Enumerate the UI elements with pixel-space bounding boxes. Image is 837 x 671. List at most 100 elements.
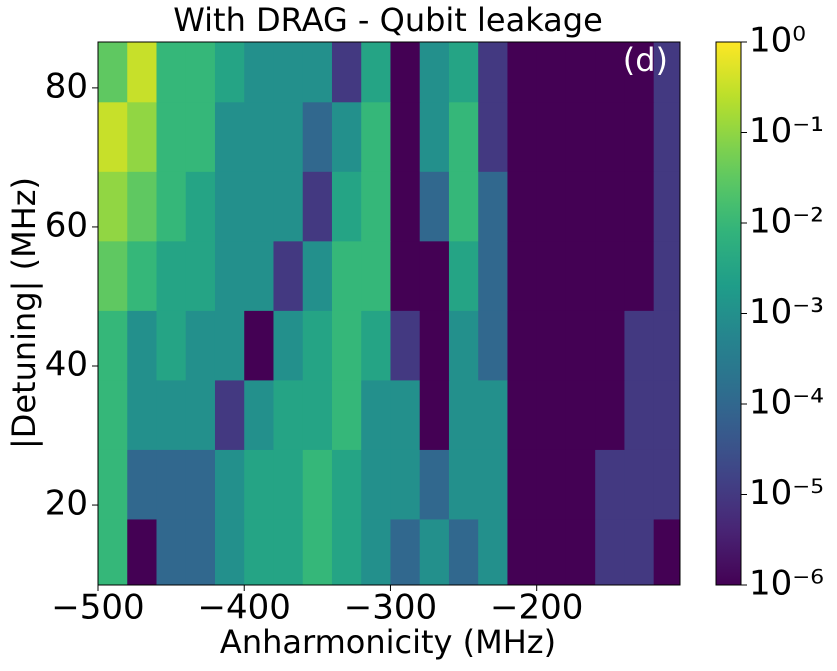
heatmap-cell bbox=[302, 101, 333, 172]
heatmap-cell bbox=[478, 379, 508, 450]
heatmap-cell bbox=[448, 518, 479, 586]
heatmap-cell bbox=[507, 449, 538, 520]
heatmap-cell bbox=[273, 171, 304, 242]
heatmap-cell bbox=[653, 449, 681, 520]
heatmap-cell bbox=[273, 379, 304, 450]
heatmap-cell bbox=[624, 101, 655, 172]
heatmap-cell bbox=[478, 310, 508, 381]
heatmap-cell bbox=[361, 310, 391, 381]
heatmap-cell bbox=[156, 518, 187, 586]
heatmap-cell bbox=[653, 171, 681, 242]
heatmap-cell bbox=[390, 518, 421, 586]
heatmap-cell bbox=[390, 449, 421, 520]
heatmap-cell bbox=[127, 379, 157, 450]
heatmap-cell bbox=[448, 379, 479, 450]
heatmap-cell bbox=[565, 379, 596, 450]
heatmap-cell bbox=[361, 379, 391, 450]
heatmap-cell bbox=[244, 379, 274, 450]
heatmap-cell bbox=[98, 518, 128, 586]
heatmap-cell bbox=[302, 449, 333, 520]
heatmap-cell bbox=[478, 42, 508, 103]
heatmap-cell bbox=[536, 379, 567, 450]
heatmap-cell bbox=[595, 518, 625, 586]
heatmap-cell bbox=[448, 310, 479, 381]
heatmap-cell bbox=[302, 310, 333, 381]
heatmap-cell bbox=[273, 449, 304, 520]
heatmap-cell bbox=[98, 240, 128, 311]
heatmap-cell bbox=[98, 379, 128, 450]
x-tick-label: −500 bbox=[51, 588, 144, 628]
y-tick-label: 80 bbox=[45, 66, 88, 106]
heatmap-cell bbox=[244, 171, 274, 242]
colorbar-tick-label: 10⁻⁴ bbox=[749, 383, 824, 423]
heatmap-cell bbox=[478, 518, 508, 586]
heatmap-cell bbox=[156, 240, 187, 311]
heatmap-cell bbox=[595, 240, 625, 311]
heatmap-cell bbox=[390, 240, 421, 311]
heatmap-cell bbox=[419, 171, 450, 242]
heatmap-cell bbox=[214, 171, 245, 242]
heatmap-cell bbox=[536, 518, 567, 586]
heatmap-cell bbox=[448, 101, 479, 172]
heatmap-cell bbox=[98, 101, 128, 172]
heatmap-cell bbox=[156, 449, 187, 520]
heatmap-cell bbox=[361, 240, 391, 311]
heatmap-cell bbox=[185, 518, 216, 586]
colorbar-tick-label: 10⁻⁶ bbox=[749, 564, 824, 604]
heatmap-cell bbox=[156, 171, 187, 242]
heatmap-cell bbox=[156, 310, 187, 381]
heatmap-cell bbox=[127, 240, 157, 311]
heatmap-cell bbox=[419, 449, 450, 520]
y-tick-label: 40 bbox=[45, 344, 88, 384]
plot-frame bbox=[97, 41, 681, 586]
heatmap-cell bbox=[565, 310, 596, 381]
heatmap-cell bbox=[127, 310, 157, 381]
heatmap-cell bbox=[273, 518, 304, 586]
heatmap-cell bbox=[448, 240, 479, 311]
x-tick-label: −200 bbox=[490, 588, 583, 628]
heatmap-cell bbox=[185, 101, 216, 172]
heatmap-cell bbox=[536, 101, 567, 172]
heatmap-cell bbox=[536, 310, 567, 381]
heatmap-cell bbox=[156, 379, 187, 450]
heatmap-cell bbox=[127, 101, 157, 172]
heatmap-cell bbox=[98, 171, 128, 242]
heatmap-cell bbox=[244, 310, 274, 381]
heatmap-cell bbox=[244, 518, 274, 586]
heatmap-cell bbox=[273, 240, 304, 311]
y-tick-label: 20 bbox=[45, 484, 88, 524]
heatmap-cell bbox=[448, 449, 479, 520]
heatmap-cell bbox=[419, 310, 450, 381]
heatmap-cell bbox=[302, 42, 333, 103]
heatmap-cell bbox=[478, 101, 508, 172]
heatmap-cell bbox=[302, 171, 333, 242]
heatmap-cell bbox=[361, 518, 391, 586]
heatmap-cell bbox=[624, 171, 655, 242]
heatmap-cell bbox=[390, 42, 421, 103]
heatmap-cell bbox=[98, 42, 128, 103]
heatmap-cell bbox=[478, 449, 508, 520]
heatmap-cell bbox=[624, 310, 655, 381]
x-tick-label: −300 bbox=[344, 588, 437, 628]
heatmap-cell bbox=[302, 518, 333, 586]
heatmap-cell bbox=[302, 379, 333, 450]
heatmap-cell bbox=[478, 240, 508, 311]
heatmap-cell bbox=[390, 310, 421, 381]
heatmap-cell bbox=[214, 240, 245, 311]
heatmap-cell bbox=[565, 240, 596, 311]
heatmap-cell bbox=[331, 449, 362, 520]
heatmap-cell bbox=[214, 42, 245, 103]
heatmap-cell bbox=[507, 171, 538, 242]
heatmap-cell bbox=[185, 310, 216, 381]
heatmap-cell bbox=[214, 449, 245, 520]
heatmap-cell bbox=[127, 42, 157, 103]
heatmap-cell bbox=[331, 42, 362, 103]
heatmap-cell bbox=[244, 42, 274, 103]
heatmap-cell bbox=[507, 101, 538, 172]
heatmap-cell bbox=[419, 240, 450, 311]
heatmap-cell bbox=[565, 449, 596, 520]
heatmap-cell bbox=[624, 518, 655, 586]
heatmap-cell bbox=[331, 240, 362, 311]
heatmap-cell bbox=[361, 171, 391, 242]
